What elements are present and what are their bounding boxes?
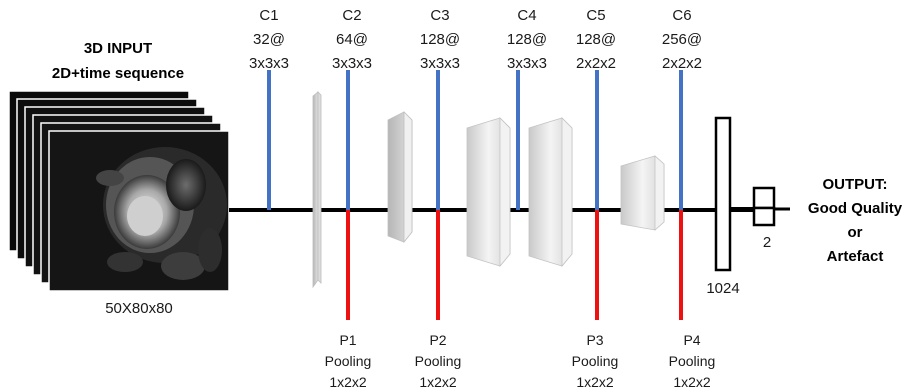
conv-connectors [267, 70, 683, 210]
conv-label-c5-kernel: 2x2x2 [576, 55, 616, 72]
conv-label-c1-kernel: 3x3x3 [249, 55, 289, 72]
feature-map-4 [528, 117, 573, 268]
output-line-1: OUTPUT: [823, 176, 888, 193]
pool-label-p1-type: Pooling [325, 353, 372, 369]
pool-label-p3-type: Pooling [572, 353, 619, 369]
feature-map-5 [620, 155, 665, 231]
conv-label-c2-filters: 64@ [336, 31, 368, 48]
cardiac-mri-frame [48, 130, 230, 292]
output-line-2: Good Quality [808, 200, 903, 217]
feature-map-1 [312, 91, 322, 289]
conv-label-c1-filters: 32@ [253, 31, 285, 48]
feature-map-3 [466, 117, 511, 268]
input-subtitle: 2D+time sequence [52, 65, 184, 82]
conv-label-c4-filters: 128@ [507, 31, 547, 48]
output-line-4: Artefact [827, 248, 884, 265]
input-title: 3D INPUT [84, 40, 152, 57]
conv-label-c3-filters: 128@ [420, 31, 460, 48]
conv-label-c4-name: C4 [517, 7, 536, 24]
conv-label-c5-filters: 128@ [576, 31, 616, 48]
conv-label-c1-name: C1 [259, 7, 278, 24]
pool-label-p4-name: P4 [683, 332, 700, 348]
pool-label-p2-type: Pooling [415, 353, 462, 369]
pool-label-p2-name: P2 [429, 332, 446, 348]
pool-label-p3-name: P3 [586, 332, 603, 348]
conv-label-c5-name: C5 [586, 7, 605, 24]
output-line-3: or [848, 224, 863, 241]
input-image-stack [8, 90, 230, 292]
pool-label-p4-type: Pooling [669, 353, 716, 369]
pool-label-p1-kernel: 1x2x2 [329, 374, 367, 390]
conv-label-c3-kernel: 3x3x3 [420, 55, 460, 72]
conv-label-c4-kernel: 3x3x3 [507, 55, 547, 72]
conv-label-c3-name: C3 [430, 7, 449, 24]
pool-labels: P1 Pooling 1x2x2 P2 Pooling 1x2x2 P3 Poo… [325, 332, 716, 390]
feature-map-2 [387, 111, 413, 244]
output-units-label: 2 [763, 234, 771, 251]
conv-labels: C1 32@ 3x3x3 C2 64@ 3x3x3 C3 128@ 3x3x3 … [249, 7, 702, 72]
output-layer-2 [752, 186, 776, 227]
conv-label-c2-kernel: 3x3x3 [332, 55, 372, 72]
conv-label-c6-kernel: 2x2x2 [662, 55, 702, 72]
dense-units-label: 1024 [706, 280, 739, 297]
pool-label-p3-kernel: 1x2x2 [576, 374, 614, 390]
input-size-label: 50X80x80 [105, 300, 173, 317]
pool-label-p4-kernel: 1x2x2 [673, 374, 711, 390]
conv-label-c6-name: C6 [672, 7, 691, 24]
pool-label-p1-name: P1 [339, 332, 356, 348]
pool-connectors [346, 210, 683, 320]
dense-layer-1024 [714, 116, 732, 272]
output-description: OUTPUT: Good Quality or Artefact [808, 176, 903, 265]
conv-label-c6-filters: 256@ [662, 31, 702, 48]
conv-label-c2-name: C2 [342, 7, 361, 24]
pool-label-p2-kernel: 1x2x2 [419, 374, 457, 390]
